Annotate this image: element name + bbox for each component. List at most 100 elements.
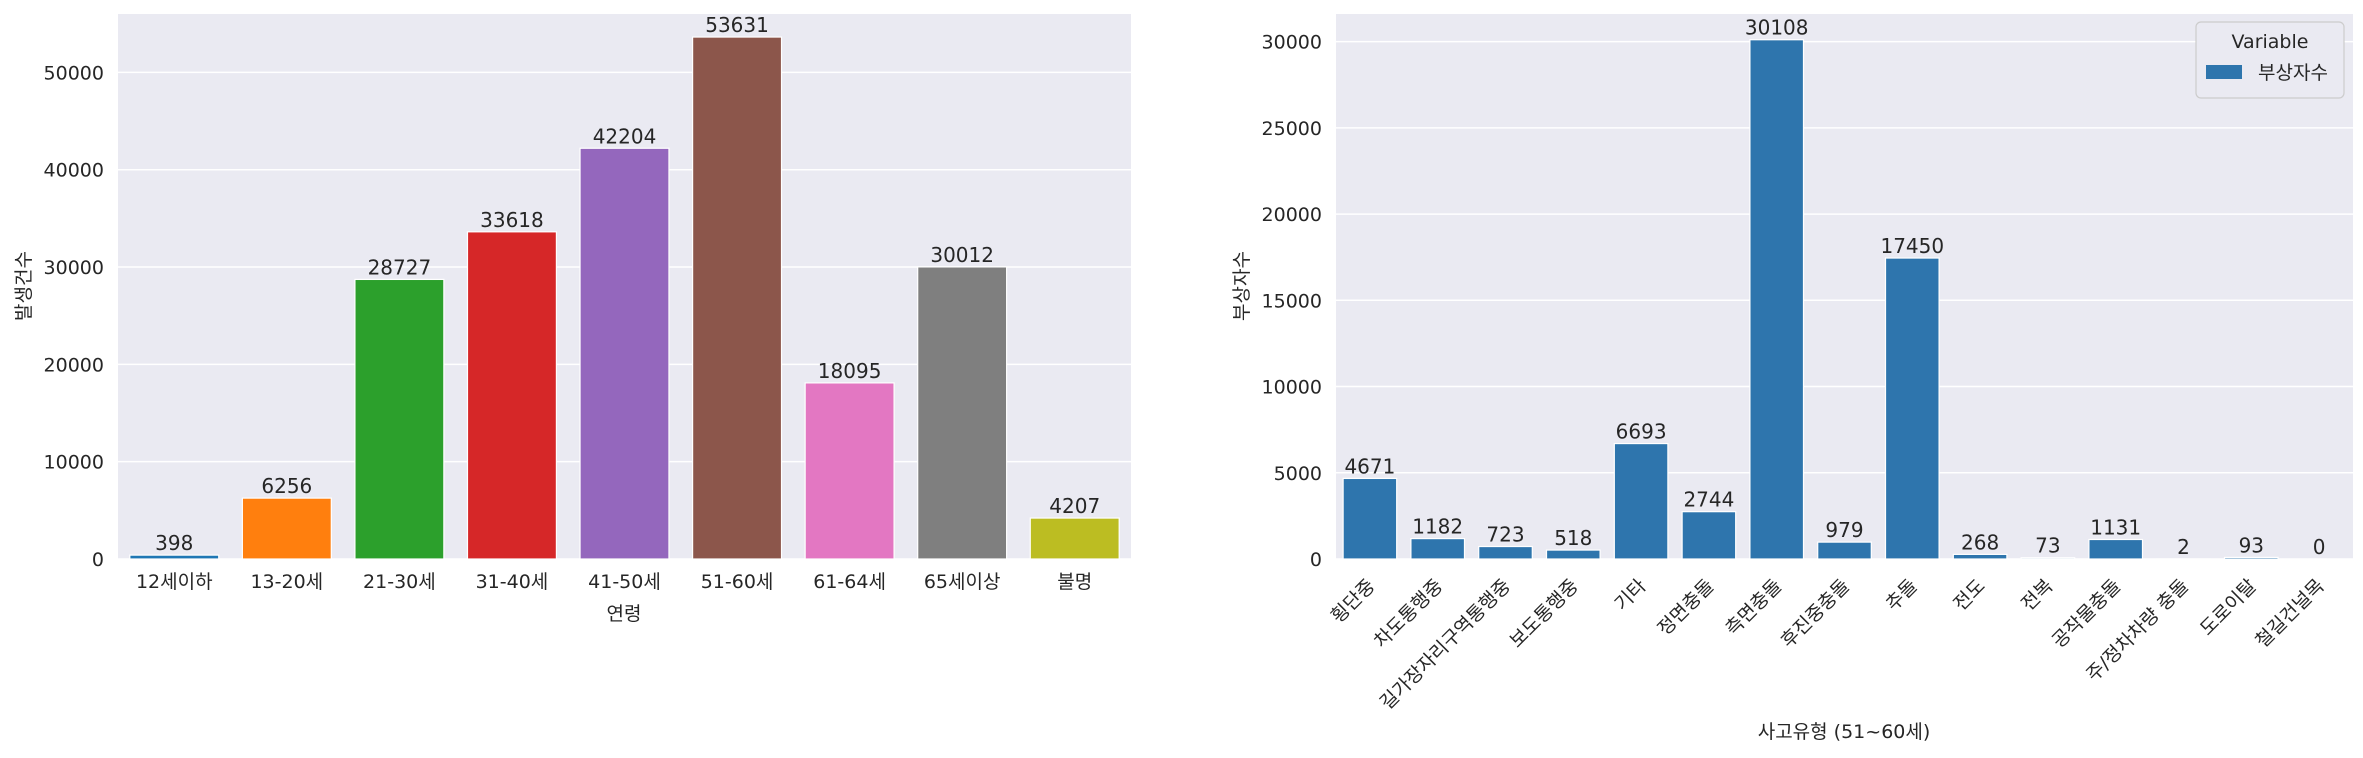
y-tick-label: 0 xyxy=(92,549,104,571)
y-tick-label: 20000 xyxy=(1262,204,1322,226)
x-tick-label: 61-64세 xyxy=(813,571,886,593)
x-tick-label: 51-60세 xyxy=(701,571,774,593)
y-tick-label: 10000 xyxy=(1262,377,1322,399)
accident-type-chart-bars xyxy=(1342,39,2279,560)
bar-value-label: 42204 xyxy=(593,124,657,148)
bar xyxy=(1952,553,2008,560)
y-tick-label: 5000 xyxy=(1274,463,1322,485)
x-tick-label: 65세이상 xyxy=(924,571,1001,593)
x-tick-label: 기타 xyxy=(1610,575,1650,615)
bar-value-label: 30012 xyxy=(930,243,994,267)
y-tick-label: 10000 xyxy=(44,452,104,474)
legend-swatch xyxy=(2206,65,2242,79)
x-tick-label: 추돌 xyxy=(1882,575,1922,615)
y-tick-label: 20000 xyxy=(44,354,104,376)
bar-value-label: 33618 xyxy=(480,208,544,232)
age-chart-data-labels: 398 6256 28727 33618 42204 53631 18095 30012 420… xyxy=(155,13,1100,555)
x-tick-label: 철길건널목 xyxy=(2251,575,2328,652)
bar xyxy=(579,147,670,560)
bar-value-label: 53631 xyxy=(705,13,769,37)
accident-type-chart: 4671 1182 723 518 6693 2744 30108 979 17450 268 73… xyxy=(1231,14,2353,743)
x-tick-label: 후진중충돌 xyxy=(1777,575,1854,652)
y-tick-label: 25000 xyxy=(1262,118,1322,140)
bar-value-label: 28727 xyxy=(368,255,432,279)
bar-value-label: 723 xyxy=(1486,523,1524,547)
bar-value-label: 979 xyxy=(1825,518,1863,542)
y-tick-label: 0 xyxy=(1310,549,1322,571)
legend-entry: 부상자수 xyxy=(2258,62,2328,84)
x-tick-label: 도로이탈 xyxy=(2196,575,2261,640)
age-chart-x-axis-title: 연령 xyxy=(607,603,642,625)
accident-type-chart-x-axis-title: 사고유형 (51~60세) xyxy=(1758,721,1931,743)
x-tick-label: 전도 xyxy=(1949,575,1989,615)
y-tick-label: 15000 xyxy=(1262,290,1322,312)
x-tick-label: 전복 xyxy=(2017,575,2057,615)
bar-value-label: 6256 xyxy=(261,474,312,498)
bar-value-label: 398 xyxy=(155,531,193,555)
x-tick-label: 불명 xyxy=(1057,571,1092,593)
accident-type-chart-y-ticks: 0 5000 10000 15000 20000 25000 30000 xyxy=(1262,32,1322,571)
y-tick-label: 30000 xyxy=(1262,32,1322,54)
bar xyxy=(129,554,220,560)
y-tick-label: 30000 xyxy=(44,257,104,279)
y-tick-label: 50000 xyxy=(44,62,104,84)
bar-value-label: 2 xyxy=(2177,535,2190,559)
bar xyxy=(1029,517,1120,560)
x-tick-label: 31-40세 xyxy=(476,571,549,593)
bar xyxy=(466,231,558,560)
age-chart-y-axis-title: 발생건수 xyxy=(13,251,35,321)
x-tick-label: 횡단중 xyxy=(1327,575,1380,628)
legend-title: Variable xyxy=(2232,31,2309,53)
accident-type-chart-y-axis-title: 부상자수 xyxy=(1231,251,1253,321)
x-tick-label: 21-30세 xyxy=(363,571,436,593)
age-chart-bars xyxy=(129,36,1120,560)
bar-value-label: 1182 xyxy=(1412,515,1463,539)
bar xyxy=(1410,538,1466,560)
bar xyxy=(1342,477,1398,560)
bar-value-label: 93 xyxy=(2239,533,2264,557)
age-chart-y-ticks: 0 10000 20000 30000 40000 50000 xyxy=(44,62,104,571)
bar xyxy=(1545,549,1601,560)
x-tick-label: 길가장자리구역통행중 xyxy=(1376,575,1515,714)
age-chart-x-ticks: 12세이하 13-20세 21-30세 31-40세 41-50세 51-60세 61-64… xyxy=(136,571,1092,593)
bar xyxy=(354,278,445,560)
x-tick-label: 보도통행중 xyxy=(1505,575,1582,652)
x-tick-label: 13-20세 xyxy=(250,571,323,593)
age-chart: 398 6256 28727 33618 42204 53631 18095 30012 420… xyxy=(13,13,1131,625)
bar xyxy=(1681,511,1737,560)
bar-value-label: 6693 xyxy=(1616,420,1667,444)
bar-value-label: 18095 xyxy=(818,359,882,383)
bar xyxy=(1613,442,1669,560)
bar-value-label: 17450 xyxy=(1880,234,1944,258)
x-tick-label: 정면충돌 xyxy=(1653,575,1718,640)
accident-type-chart-data-labels: 4671 1182 723 518 6693 2744 30108 979 17450 268 73… xyxy=(1344,16,2325,559)
bar-value-label: 4207 xyxy=(1049,494,1100,518)
bar xyxy=(1749,39,1805,560)
x-tick-label: 측면충돌 xyxy=(1721,575,1786,640)
bar-value-label: 30108 xyxy=(1745,16,1809,40)
bar xyxy=(241,497,332,560)
bar-value-label: 0 xyxy=(2313,535,2326,559)
bar xyxy=(2223,556,2279,560)
bar-value-label: 268 xyxy=(1961,530,1999,554)
bar xyxy=(804,382,895,560)
bar-value-label: 4671 xyxy=(1344,454,1395,478)
bar xyxy=(917,266,1008,560)
x-tick-label: 41-50세 xyxy=(588,571,661,593)
bar xyxy=(1884,257,1940,560)
accident-type-chart-gridlines xyxy=(1336,40,2353,560)
bar xyxy=(1817,541,1872,560)
x-tick-label: 12세이하 xyxy=(136,571,213,593)
accident-type-chart-plot-area xyxy=(1336,14,2353,559)
bar-value-label: 1131 xyxy=(2090,515,2141,539)
bar xyxy=(2088,538,2144,560)
bar xyxy=(1478,545,1533,560)
bar-value-label: 2744 xyxy=(1683,488,1734,512)
legend: Variable 부상자수 xyxy=(2195,21,2345,99)
bar-value-label: 518 xyxy=(1554,526,1592,550)
bar xyxy=(691,36,783,560)
bar-value-label: 73 xyxy=(2035,534,2060,558)
y-tick-label: 40000 xyxy=(44,160,104,182)
